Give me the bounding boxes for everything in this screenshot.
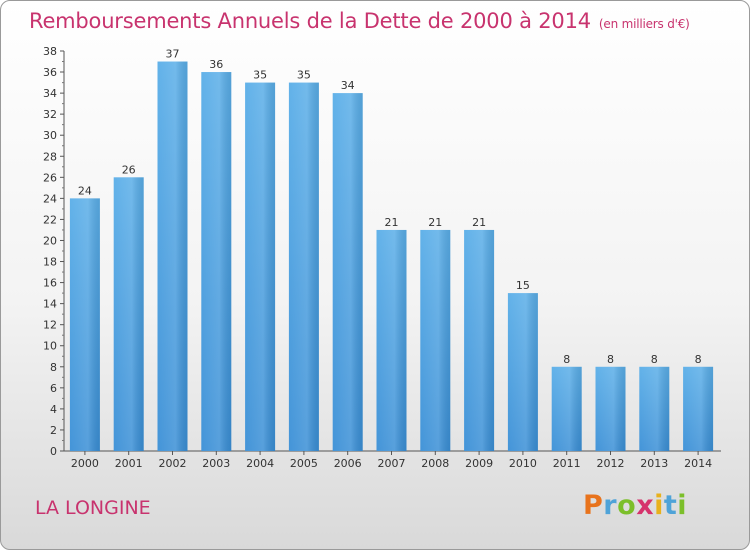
bar-value-label: 37 xyxy=(166,48,180,61)
x-tick-label: 2005 xyxy=(290,457,318,470)
y-tick-label: 20 xyxy=(43,234,57,247)
bar-value-label: 24 xyxy=(78,184,92,197)
x-tick-label: 2002 xyxy=(159,457,187,470)
y-tick-label: 26 xyxy=(43,171,57,184)
x-tick-label: 2014 xyxy=(684,457,712,470)
x-tick-label: 2004 xyxy=(246,457,274,470)
chart-title-text: Remboursements Annuels de la Dette de 20… xyxy=(29,9,591,33)
bar-shine xyxy=(288,82,319,451)
logo-letter: x xyxy=(636,490,655,521)
chart-title: Remboursements Annuels de la Dette de 20… xyxy=(29,9,690,33)
y-tick-label: 32 xyxy=(43,108,57,121)
x-tick-label: 2007 xyxy=(378,457,406,470)
x-tick-label: 2010 xyxy=(509,457,537,470)
y-tick-label: 12 xyxy=(43,319,57,332)
y-tick-label: 28 xyxy=(43,150,57,163)
x-tick-label: 2013 xyxy=(640,457,668,470)
logo-letter: o xyxy=(617,490,637,521)
y-tick-label: 14 xyxy=(43,298,57,311)
logo-letter: i xyxy=(677,490,688,521)
y-tick-label: 0 xyxy=(50,445,57,458)
bar-shine xyxy=(595,366,626,451)
x-tick-label: 2012 xyxy=(597,457,625,470)
bar-shine xyxy=(507,293,538,451)
chart-subtitle: (en milliers d'€) xyxy=(598,17,690,31)
bar-shine xyxy=(201,72,232,451)
chart-labels: 24 2000 26 2001 37 2002 36 2003 35 2004 35 2005 34 20… xyxy=(71,48,712,470)
x-tick-label: 2009 xyxy=(465,457,493,470)
bar-shine xyxy=(639,366,670,451)
bar-value-label: 8 xyxy=(651,353,658,366)
y-tick-label: 34 xyxy=(43,87,57,100)
bar-shine xyxy=(376,229,407,451)
y-tick-label: 24 xyxy=(43,192,57,205)
logo-letter: t xyxy=(663,490,678,521)
y-tick-label: 16 xyxy=(43,277,57,290)
y-tick-label: 8 xyxy=(50,361,57,374)
x-tick-label: 2003 xyxy=(202,457,230,470)
x-tick-label: 2011 xyxy=(553,457,581,470)
bar-shine xyxy=(245,82,276,451)
x-tick-label: 2000 xyxy=(71,457,99,470)
y-tick-label: 10 xyxy=(43,340,57,353)
bar-value-label: 26 xyxy=(122,163,136,176)
bar-shine xyxy=(420,229,451,451)
y-tick-label: 18 xyxy=(43,256,57,269)
y-tick-label: 6 xyxy=(50,382,57,395)
bar-value-label: 21 xyxy=(428,216,442,229)
y-tick-label: 36 xyxy=(43,66,57,79)
bar-shine xyxy=(551,366,582,451)
logo-letter: i xyxy=(654,490,664,521)
bar-value-label: 15 xyxy=(516,279,530,292)
bar-shine xyxy=(683,366,714,451)
bar-shine xyxy=(464,229,495,451)
bar-shine xyxy=(113,177,144,451)
bar-value-label: 35 xyxy=(297,69,311,82)
x-tick-label: 2008 xyxy=(421,457,449,470)
y-tick-label: 38 xyxy=(43,45,57,58)
logo-letter: P xyxy=(583,490,604,521)
bar-shine xyxy=(332,93,363,452)
bar-value-label: 36 xyxy=(209,58,223,71)
bar-shine xyxy=(157,61,188,452)
x-tick-label: 2001 xyxy=(115,457,143,470)
location-label: LA LONGINE xyxy=(35,497,151,519)
bar-value-label: 8 xyxy=(607,353,614,366)
bar-shine xyxy=(69,198,100,451)
y-tick-label: 22 xyxy=(43,213,57,226)
bar-value-label: 8 xyxy=(695,353,702,366)
bar-value-label: 21 xyxy=(385,216,399,229)
proxiti-logo[interactable]: Proxiti xyxy=(583,490,687,521)
bar-value-label: 35 xyxy=(253,69,267,82)
y-tick-label: 30 xyxy=(43,129,57,142)
bar-value-label: 8 xyxy=(563,353,570,366)
bar-value-label: 21 xyxy=(472,216,486,229)
logo-letter: r xyxy=(603,490,618,521)
y-tick-label: 2 xyxy=(50,424,57,437)
bar-value-label: 34 xyxy=(341,79,355,92)
y-tick-label: 4 xyxy=(50,403,57,416)
x-tick-label: 2006 xyxy=(334,457,362,470)
chart-bars xyxy=(69,61,714,452)
